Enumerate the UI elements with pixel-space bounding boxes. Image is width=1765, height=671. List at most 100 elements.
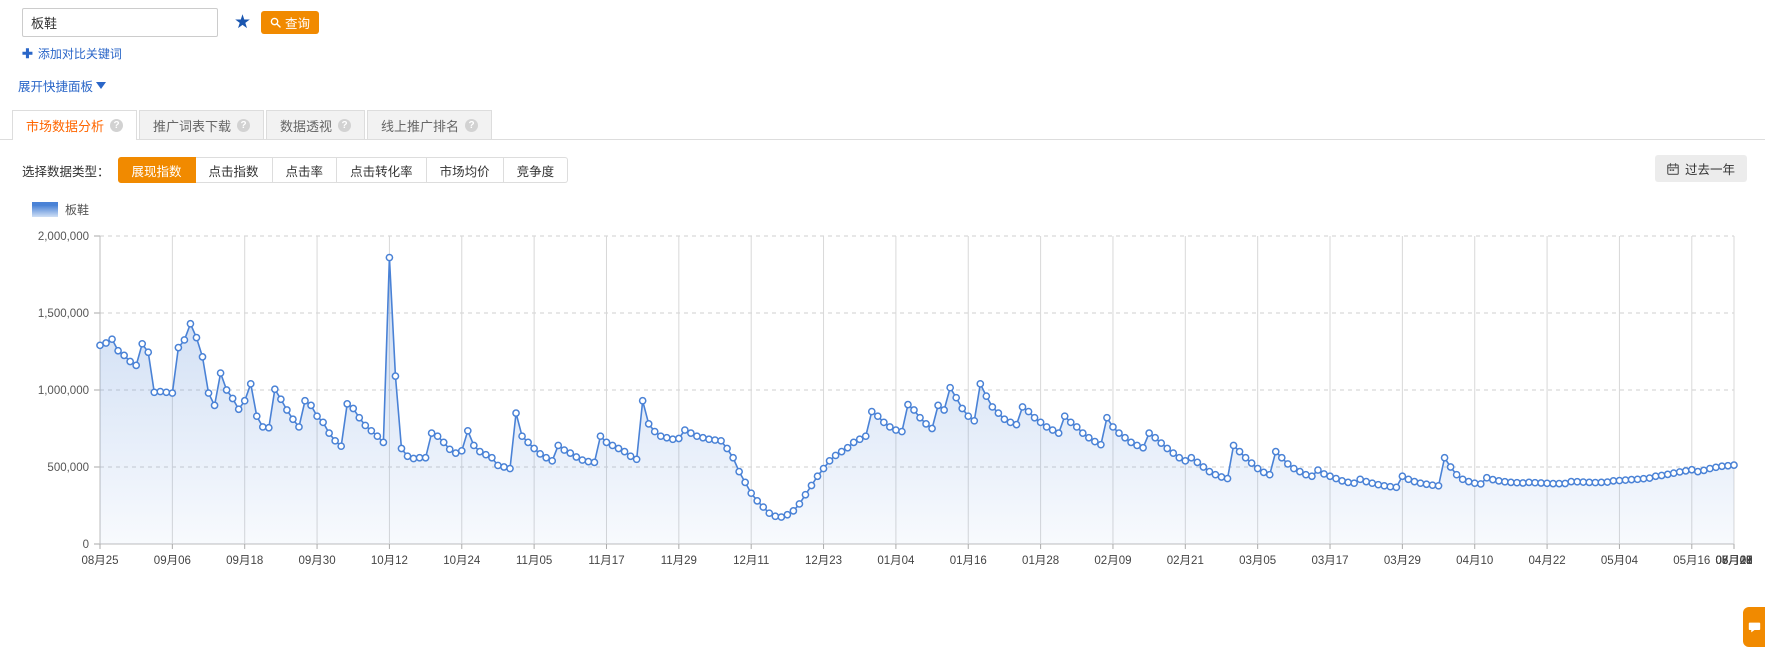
series-data-point[interactable] [952, 393, 961, 402]
series-data-point[interactable] [1537, 479, 1545, 487]
series-data-point[interactable] [289, 415, 297, 424]
series-data-point[interactable] [662, 433, 671, 442]
series-data-point[interactable] [162, 388, 171, 397]
impression-index-line-chart[interactable]: 0 500,000 1,000,000 1,500,000 2,000,000 08月25… [22, 224, 1752, 584]
series-data-point[interactable] [681, 426, 689, 434]
series-data-point[interactable] [644, 420, 653, 428]
series-data-point[interactable] [1597, 478, 1606, 487]
series-data-point[interactable] [1247, 459, 1256, 467]
series-data-point[interactable] [1084, 433, 1093, 442]
series-data-point[interactable] [765, 509, 774, 518]
series-data-point[interactable] [650, 427, 659, 436]
series-data-point[interactable] [729, 453, 737, 462]
series-data-point[interactable] [1253, 464, 1262, 473]
series-data-point[interactable] [578, 456, 587, 464]
series-data-point[interactable] [771, 512, 780, 521]
series-data-point[interactable] [132, 361, 141, 370]
series-data-point[interactable] [946, 383, 955, 392]
series-data-point[interactable] [295, 423, 303, 431]
series-data-point[interactable] [1470, 479, 1479, 488]
series-data-point[interactable] [180, 336, 189, 344]
series-data-point[interactable] [801, 490, 810, 499]
series-data-point[interactable] [1000, 415, 1009, 424]
series-data-point[interactable] [258, 423, 267, 431]
series-data-point[interactable] [439, 438, 448, 447]
legend-swatch[interactable] [32, 202, 58, 217]
series-data-point[interactable] [1700, 466, 1708, 475]
series-data-point[interactable] [970, 416, 979, 425]
series-data-point[interactable] [1657, 471, 1666, 480]
series-data-point[interactable] [1127, 438, 1135, 447]
series-data-point[interactable] [1048, 426, 1057, 434]
series-data-point[interactable] [1103, 413, 1111, 422]
series-data-point[interactable] [1519, 479, 1527, 487]
series-data-point[interactable] [1344, 478, 1352, 487]
series-data-point[interactable] [837, 447, 846, 456]
series-data-point[interactable] [349, 404, 358, 413]
series-data-point[interactable] [427, 429, 436, 437]
series-data-point[interactable] [138, 339, 147, 348]
query-button[interactable]: 查询 [261, 11, 320, 34]
series-data-point[interactable] [1531, 478, 1539, 487]
series-data-point[interactable] [1663, 470, 1672, 479]
series-data-point[interactable] [222, 386, 231, 394]
series-data-point[interactable] [1525, 478, 1533, 487]
series-data-point[interactable] [463, 426, 472, 435]
series-data-point[interactable] [1283, 460, 1292, 468]
series-data-point[interactable] [1097, 440, 1105, 449]
series-data-point[interactable] [614, 444, 623, 453]
series-data-point[interactable] [1199, 463, 1208, 471]
series-data-point[interactable] [1706, 464, 1714, 473]
series-data-point[interactable] [1362, 477, 1371, 486]
series-data-point[interactable] [1109, 423, 1117, 431]
series-data-point[interactable] [409, 454, 418, 463]
series-data-point[interactable] [566, 449, 575, 457]
series-data-point[interactable] [1446, 463, 1455, 471]
series-data-point[interactable] [777, 513, 786, 521]
series-data-point[interactable] [608, 441, 617, 450]
series-data-point[interactable] [1724, 461, 1732, 470]
series-data-point[interactable] [982, 392, 991, 401]
series-data-point[interactable] [807, 481, 816, 490]
series-data-point[interactable] [96, 341, 104, 350]
series-data-point[interactable] [741, 478, 750, 487]
series-data-point[interactable] [1235, 447, 1244, 456]
series-data-point[interactable] [855, 435, 864, 444]
expand-panel-toggle[interactable]: 展开快捷面板 [18, 76, 107, 95]
series-data-point[interactable] [596, 432, 605, 441]
series-data-point[interactable] [1645, 474, 1654, 482]
series-data-point[interactable] [114, 346, 122, 355]
series-data-point[interactable] [747, 489, 756, 498]
series-data-point[interactable] [849, 438, 858, 447]
series-data-point[interactable] [1091, 437, 1099, 446]
series-data-point[interactable] [1018, 403, 1027, 411]
series-data-point[interactable] [1730, 461, 1738, 469]
series-data-point[interactable] [1627, 475, 1636, 484]
series-data-point[interactable] [1169, 449, 1178, 457]
series-data-point[interactable] [922, 420, 930, 428]
series-data-point[interactable] [1555, 479, 1563, 488]
series-data-point[interactable] [795, 500, 804, 508]
series-data-point[interactable] [910, 406, 918, 414]
series-data-point[interactable] [1404, 475, 1413, 484]
series-data-point[interactable] [626, 452, 635, 461]
series-data-point[interactable] [548, 456, 557, 465]
series-data-point[interactable] [1422, 480, 1431, 489]
series-data-point[interactable] [186, 319, 195, 328]
series-data-point[interactable] [940, 406, 948, 414]
series-data-point[interactable] [210, 401, 219, 410]
series-data-point[interactable] [916, 413, 924, 422]
series-data-point[interactable] [1567, 477, 1576, 486]
series-data-point[interactable] [976, 379, 985, 388]
series-data-point[interactable] [1193, 458, 1202, 467]
data-type-option-market-price[interactable]: 市场均价 [426, 157, 504, 183]
series-data-point[interactable] [879, 418, 888, 427]
series-data-point[interactable] [1205, 467, 1214, 476]
series-data-point[interactable] [1259, 468, 1268, 477]
series-data-point[interactable] [234, 405, 243, 414]
series-data-point[interactable] [391, 372, 400, 380]
series-data-point[interactable] [102, 339, 110, 347]
series-data-point[interactable] [1398, 472, 1407, 481]
series-data-point[interactable] [825, 456, 834, 465]
series-data-point[interactable] [928, 424, 936, 433]
